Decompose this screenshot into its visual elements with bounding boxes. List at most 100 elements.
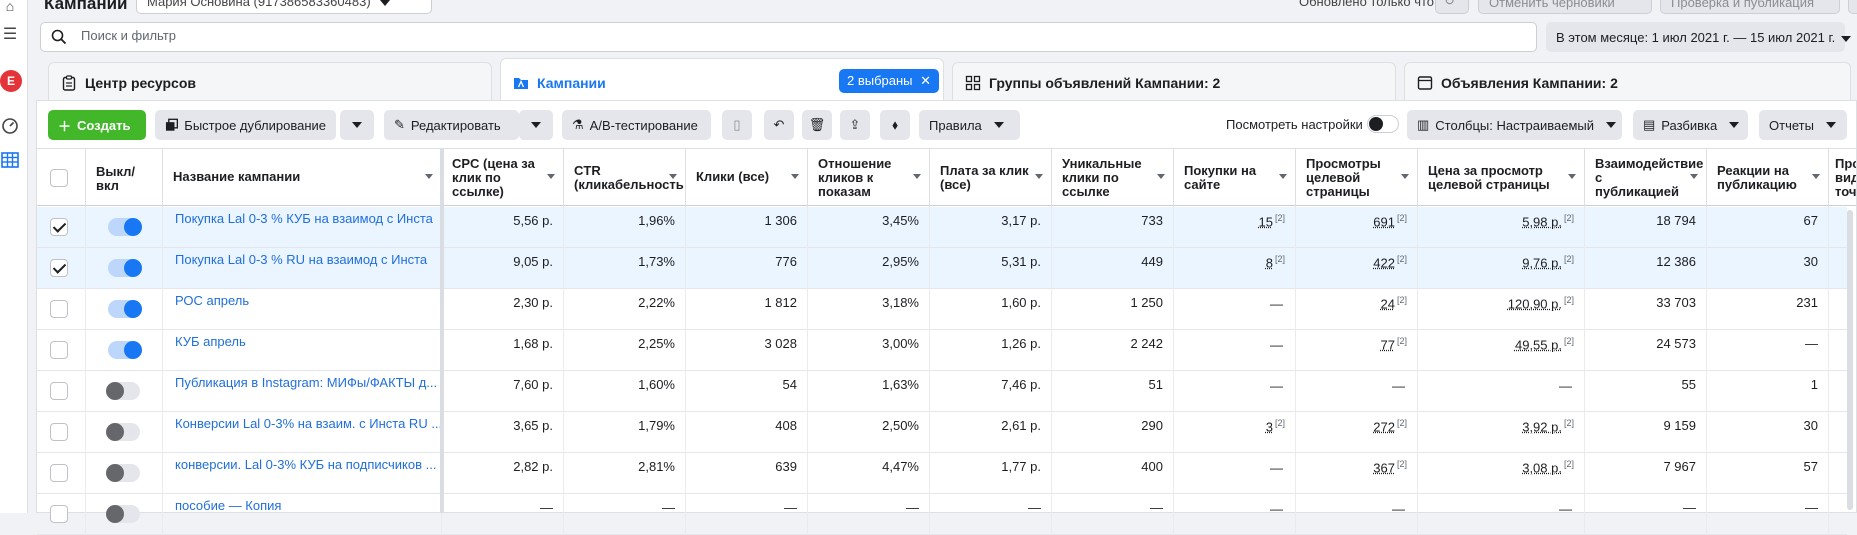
campaign-name-link[interactable]: РОС апрель (175, 293, 250, 308)
ab-test-button[interactable]: ⚗ A/B-тестирование (562, 110, 711, 140)
metric-value[interactable]: 24 (1380, 296, 1395, 312)
row-checkbox[interactable] (50, 259, 68, 277)
campaign-name-link[interactable]: Покупка Lal 0-3 % RU на взаимод с Инста (175, 252, 428, 267)
tab-ads[interactable]: Объявления Кампании: 2 (1404, 62, 1851, 100)
dashboard-icon[interactable] (0, 116, 20, 136)
home-icon[interactable]: ⌂ (5, 0, 15, 14)
campaign-name-link[interactable]: Покупка Lal 0-3 % КУБ на взаимод с Инста (175, 211, 433, 226)
search-input[interactable] (81, 28, 681, 43)
review-publish-button[interactable]: Проверка и публикация (1660, 0, 1840, 14)
table-row[interactable]: Покупка Lal 0-3 % КУБ на взаимод с Инста… (37, 207, 1847, 248)
frozen-column-divider[interactable] (440, 148, 444, 513)
metric-value[interactable]: 15 (1258, 214, 1273, 230)
metric-value[interactable]: 367 (1373, 460, 1395, 476)
table-row[interactable]: Конверсии Lal 0-3% на взаим. с Инста RU … (37, 412, 1847, 453)
row-checkbox[interactable] (50, 382, 68, 400)
campaign-on-off-toggle[interactable] (108, 341, 142, 359)
metric-value[interactable]: 3 (1265, 419, 1273, 435)
quick-duplicate-button[interactable]: Быстрое дублирование (155, 110, 336, 140)
column-header-ctr[interactable]: CTR (кликабельность (564, 149, 686, 207)
table-row[interactable]: Покупка Lal 0-3 % RU на взаимод с Инста 9… (37, 248, 1847, 289)
select-all-checkbox[interactable] (50, 169, 68, 187)
column-header-landing-views[interactable]: Просмотры целевой страницы (1296, 149, 1418, 207)
table-row[interactable]: РОС апрель 2,30 р. 2,22% 1 812 3,18% 1,60 р. 1… (37, 289, 1847, 330)
tab-campaigns[interactable]: Кампании 2 выбраны ✕ (500, 58, 944, 100)
column-header-extra[interactable]: Про вид точ (1829, 149, 1857, 207)
campaign-name-link[interactable]: Конверсии Lal 0-3% на взаим. с Инста RU … (175, 416, 442, 431)
refresh-button[interactable]: ↻ (1435, 0, 1469, 14)
column-header-cpc[interactable]: CPC (цена за клик по ссылке) (442, 149, 564, 207)
vertical-scrollbar[interactable] (1847, 210, 1853, 510)
metric-value[interactable]: 691 (1373, 214, 1395, 230)
campaign-on-off-toggle[interactable] (108, 259, 142, 277)
column-header-cost-click[interactable]: Плата за клик (все) (930, 149, 1052, 207)
metric-value[interactable]: 9,76 р. (1522, 255, 1562, 271)
metric-value[interactable]: 120,90 р. (1507, 296, 1562, 312)
column-header-clicks[interactable]: Клики (все) (686, 149, 808, 207)
more-options-button[interactable]: ⋯ (1848, 0, 1857, 14)
metric-value[interactable]: 422 (1373, 255, 1395, 271)
undo-button[interactable]: ↶ (764, 110, 794, 140)
row-checkbox[interactable] (50, 505, 68, 523)
row-checkbox[interactable] (50, 464, 68, 482)
tab-resource-center[interactable]: Центр ресурсов (48, 62, 492, 100)
metric-value[interactable]: 3,92 р. (1522, 419, 1562, 435)
column-header-cost-landing[interactable]: Цена за просмотр целевой страницы (1418, 149, 1585, 207)
table-row[interactable]: Публикация в Instagram: МИФы/ФАКТЫ д... 7… (37, 371, 1847, 412)
campaign-on-off-toggle[interactable] (108, 218, 142, 236)
menu-icon[interactable]: ☰ (2, 26, 18, 43)
row-checkbox[interactable] (50, 341, 68, 359)
column-header-engagement[interactable]: Взаимодействие с публикацией (1585, 149, 1707, 207)
ads-manager-table-icon[interactable] (0, 150, 20, 170)
duplicate-dropdown-button[interactable] (340, 110, 374, 140)
tag-button[interactable]: ⬧ (880, 110, 910, 140)
table-row[interactable]: КУБ апрель 1,68 р. 2,25% 3 028 3,00% 1,26 р. 2… (37, 330, 1847, 371)
metric-value[interactable]: 49,55 р. (1514, 337, 1562, 353)
row-checkbox[interactable] (50, 300, 68, 318)
campaign-on-off-toggle[interactable] (108, 300, 142, 318)
edit-dropdown-button[interactable] (519, 110, 553, 140)
close-icon[interactable]: ✕ (920, 73, 932, 88)
avatar[interactable]: E (0, 70, 22, 92)
campaign-name-link[interactable]: КУБ апрель (175, 334, 246, 349)
metric-value[interactable]: 3,08 р. (1522, 460, 1562, 476)
campaign-name-link[interactable]: Публикация в Instagram: МИФы/ФАКТЫ д... (175, 375, 438, 390)
metric-value: 1,68 р. (513, 336, 553, 351)
campaign-on-off-toggle[interactable] (106, 382, 140, 400)
column-header-onoff[interactable]: Выкл/вкл (86, 149, 163, 207)
campaign-on-off-toggle[interactable] (106, 423, 140, 441)
date-range-button[interactable]: В этом месяце: 1 июл 2021 г. — 15 июл 20… (1546, 22, 1852, 52)
edit-button[interactable]: ✎ Редактировать (384, 110, 519, 140)
tab-ad-sets[interactable]: Группы объявлений Кампании: 2 (952, 62, 1396, 100)
column-header-purchases[interactable]: Покупки на сайте (1174, 149, 1296, 207)
table-row[interactable]: пособие — Копия — — — — — — — — — — — (37, 494, 1847, 535)
metric-value[interactable]: 272 (1373, 419, 1395, 435)
rules-button[interactable]: Правила (919, 110, 1020, 140)
search-bar[interactable] (40, 22, 1537, 52)
row-checkbox[interactable] (50, 218, 68, 236)
account-selector[interactable]: Мария Основина (917386583360483) (136, 0, 432, 14)
reports-button[interactable]: Отчеты (1759, 110, 1847, 140)
column-header-unique-clicks[interactable]: Уникальные клики по ссылке (1052, 149, 1174, 207)
column-header-reactions[interactable]: Реакции на публикацию (1707, 149, 1829, 207)
row-checkbox[interactable] (50, 423, 68, 441)
discard-drafts-button[interactable]: Отменить черновики (1478, 0, 1652, 14)
column-header-ratio[interactable]: Отношение кликов к показам (808, 149, 930, 207)
export-button[interactable]: ⇪ (840, 110, 870, 140)
metric-value[interactable]: 8 (1265, 255, 1273, 271)
breakdown-button[interactable]: ▤ Разбивка (1633, 110, 1748, 140)
campaign-name-link[interactable]: пособие — Копия (175, 498, 282, 513)
metric-value[interactable]: 77 (1380, 337, 1395, 353)
table-row[interactable]: конверсии. Lal 0-3% КУБ на подписчиков .… (37, 453, 1847, 494)
column-header-name[interactable]: Название кампании (163, 149, 442, 207)
metric-value[interactable]: 5,98 р. (1522, 214, 1562, 230)
delete-button[interactable]: 🗑 (802, 110, 832, 140)
create-button[interactable]: ＋ Создать (48, 110, 146, 140)
campaign-on-off-toggle[interactable] (106, 464, 140, 482)
view-settings-toggle[interactable] (1367, 115, 1399, 133)
columns-button[interactable]: ▥ Столбцы: Настраиваемый (1407, 110, 1622, 140)
selected-count-chip[interactable]: 2 выбраны ✕ (839, 69, 940, 93)
archive-button[interactable]: ▯ (722, 110, 752, 140)
campaign-name-link[interactable]: конверсии. Lal 0-3% КУБ на подписчиков .… (175, 457, 437, 472)
campaign-on-off-toggle[interactable] (106, 505, 140, 523)
